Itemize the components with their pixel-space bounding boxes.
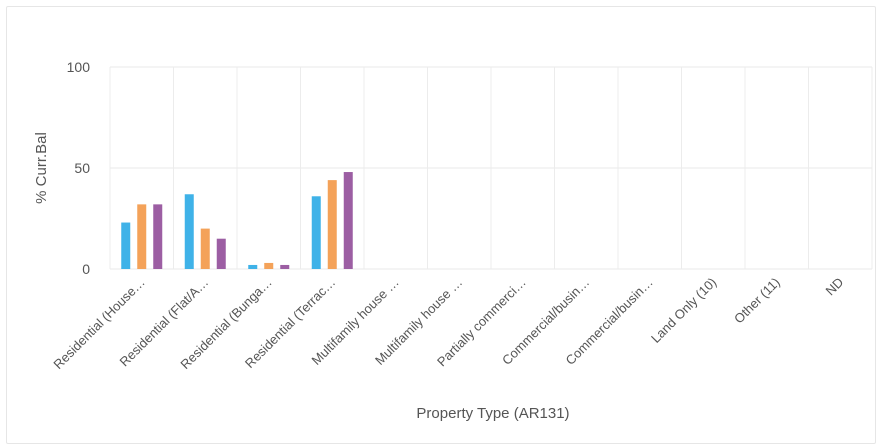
bar[interactable] (311, 196, 321, 269)
y-tick-label: 0 (82, 261, 90, 277)
bar[interactable] (264, 262, 274, 269)
x-tick-label: Land Only (10) (648, 275, 719, 346)
bar[interactable] (248, 264, 258, 269)
x-tick-label: Other (11) (731, 275, 783, 327)
bar[interactable] (343, 172, 353, 269)
bar[interactable] (327, 180, 337, 269)
y-axis-title: % Curr.Bal (33, 132, 50, 204)
x-tick-label: ND (822, 275, 846, 299)
chart-card (6, 6, 876, 444)
bar[interactable] (200, 228, 210, 269)
bar[interactable] (280, 264, 290, 269)
bar[interactable] (216, 238, 226, 269)
bar[interactable] (137, 204, 147, 269)
bar[interactable] (153, 204, 163, 269)
y-tick-label: 50 (74, 160, 90, 176)
y-tick-label: 100 (67, 59, 91, 75)
x-tick-labels: Residential (House…Residential (Flat/A…R… (50, 275, 846, 372)
x-axis-title: Property Type (AR131) (416, 405, 569, 422)
y-tick-labels: 0 50 100 (67, 59, 91, 277)
grid-lines (109, 66, 873, 270)
bars (121, 172, 353, 269)
bar[interactable] (184, 194, 194, 269)
bar[interactable] (121, 222, 131, 269)
